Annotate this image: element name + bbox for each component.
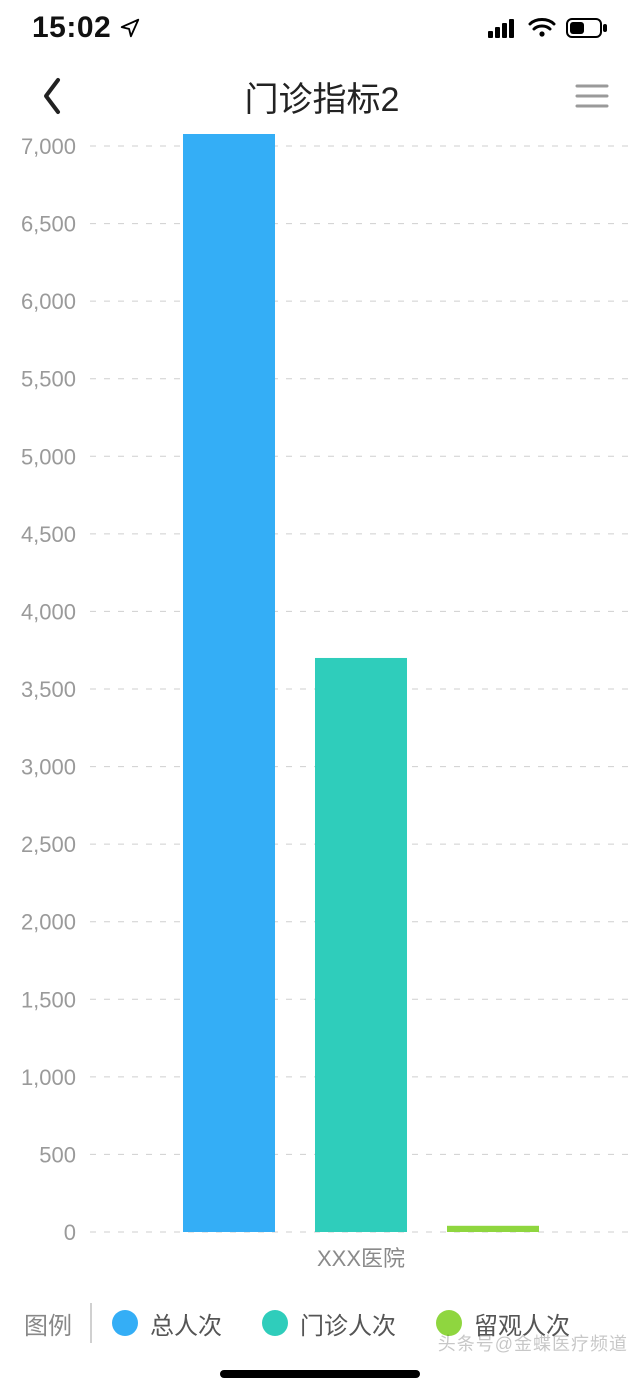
y-tick-label: 4,000 <box>21 599 76 624</box>
status-bar: 15:02 <box>0 0 640 56</box>
legend-swatch <box>436 1310 462 1336</box>
status-time-text: 15:02 <box>32 11 111 45</box>
menu-button[interactable] <box>568 72 616 120</box>
status-right <box>488 18 608 38</box>
wifi-icon <box>528 18 556 38</box>
legend: 图例 总人次 门诊人次 留观人次 <box>0 1290 640 1356</box>
hamburger-icon <box>575 83 609 109</box>
bar-2[interactable] <box>447 1226 539 1232</box>
bar-chart[interactable]: 0 500 1,000 1,500 2,000 2,500 3,000 3,500 4,000 4… <box>0 134 640 1286</box>
y-tick-label: 7,000 <box>21 134 76 159</box>
legend-label: 总人次 <box>150 1306 222 1341</box>
y-tick-label: 5,000 <box>21 444 76 469</box>
legend-item-1[interactable]: 门诊人次 <box>262 1306 396 1341</box>
legend-item-2[interactable]: 留观人次 <box>436 1306 570 1341</box>
bar-1[interactable] <box>315 658 407 1232</box>
nav-header: 门诊指标2 <box>0 56 640 136</box>
y-tick-label: 2,000 <box>21 910 76 935</box>
y-tick-label: 500 <box>39 1142 76 1167</box>
home-indicator <box>220 1370 420 1378</box>
y-tick-label: 5,500 <box>21 367 76 392</box>
back-button[interactable] <box>28 72 76 120</box>
y-tick-label: 0 <box>64 1220 76 1245</box>
y-tick-label: 2,500 <box>21 832 76 857</box>
y-tick-label: 3,500 <box>21 677 76 702</box>
y-tick-label: 1,000 <box>21 1065 76 1090</box>
legend-swatch <box>262 1310 288 1336</box>
y-tick-label: 1,500 <box>21 987 76 1012</box>
bar-0[interactable] <box>183 134 275 1232</box>
legend-swatch <box>112 1310 138 1336</box>
y-tick-label: 3,000 <box>21 755 76 780</box>
cellular-icon <box>488 18 518 38</box>
y-tick-label: 4,500 <box>21 522 76 547</box>
x-category-label: XXX医院 <box>317 1246 405 1271</box>
legend-items: 总人次 门诊人次 留观人次 <box>112 1306 622 1341</box>
status-time: 15:02 <box>32 11 141 45</box>
legend-item-0[interactable]: 总人次 <box>112 1306 222 1341</box>
y-tick-label: 6,500 <box>21 212 76 237</box>
legend-label: 门诊人次 <box>300 1306 396 1341</box>
y-tick-label: 6,000 <box>21 289 76 314</box>
chevron-left-icon <box>40 76 64 116</box>
battery-icon <box>566 18 608 38</box>
location-arrow-icon <box>119 17 141 39</box>
legend-label: 留观人次 <box>474 1306 570 1341</box>
page-title: 门诊指标2 <box>245 72 400 121</box>
legend-title: 图例 <box>24 1303 92 1343</box>
